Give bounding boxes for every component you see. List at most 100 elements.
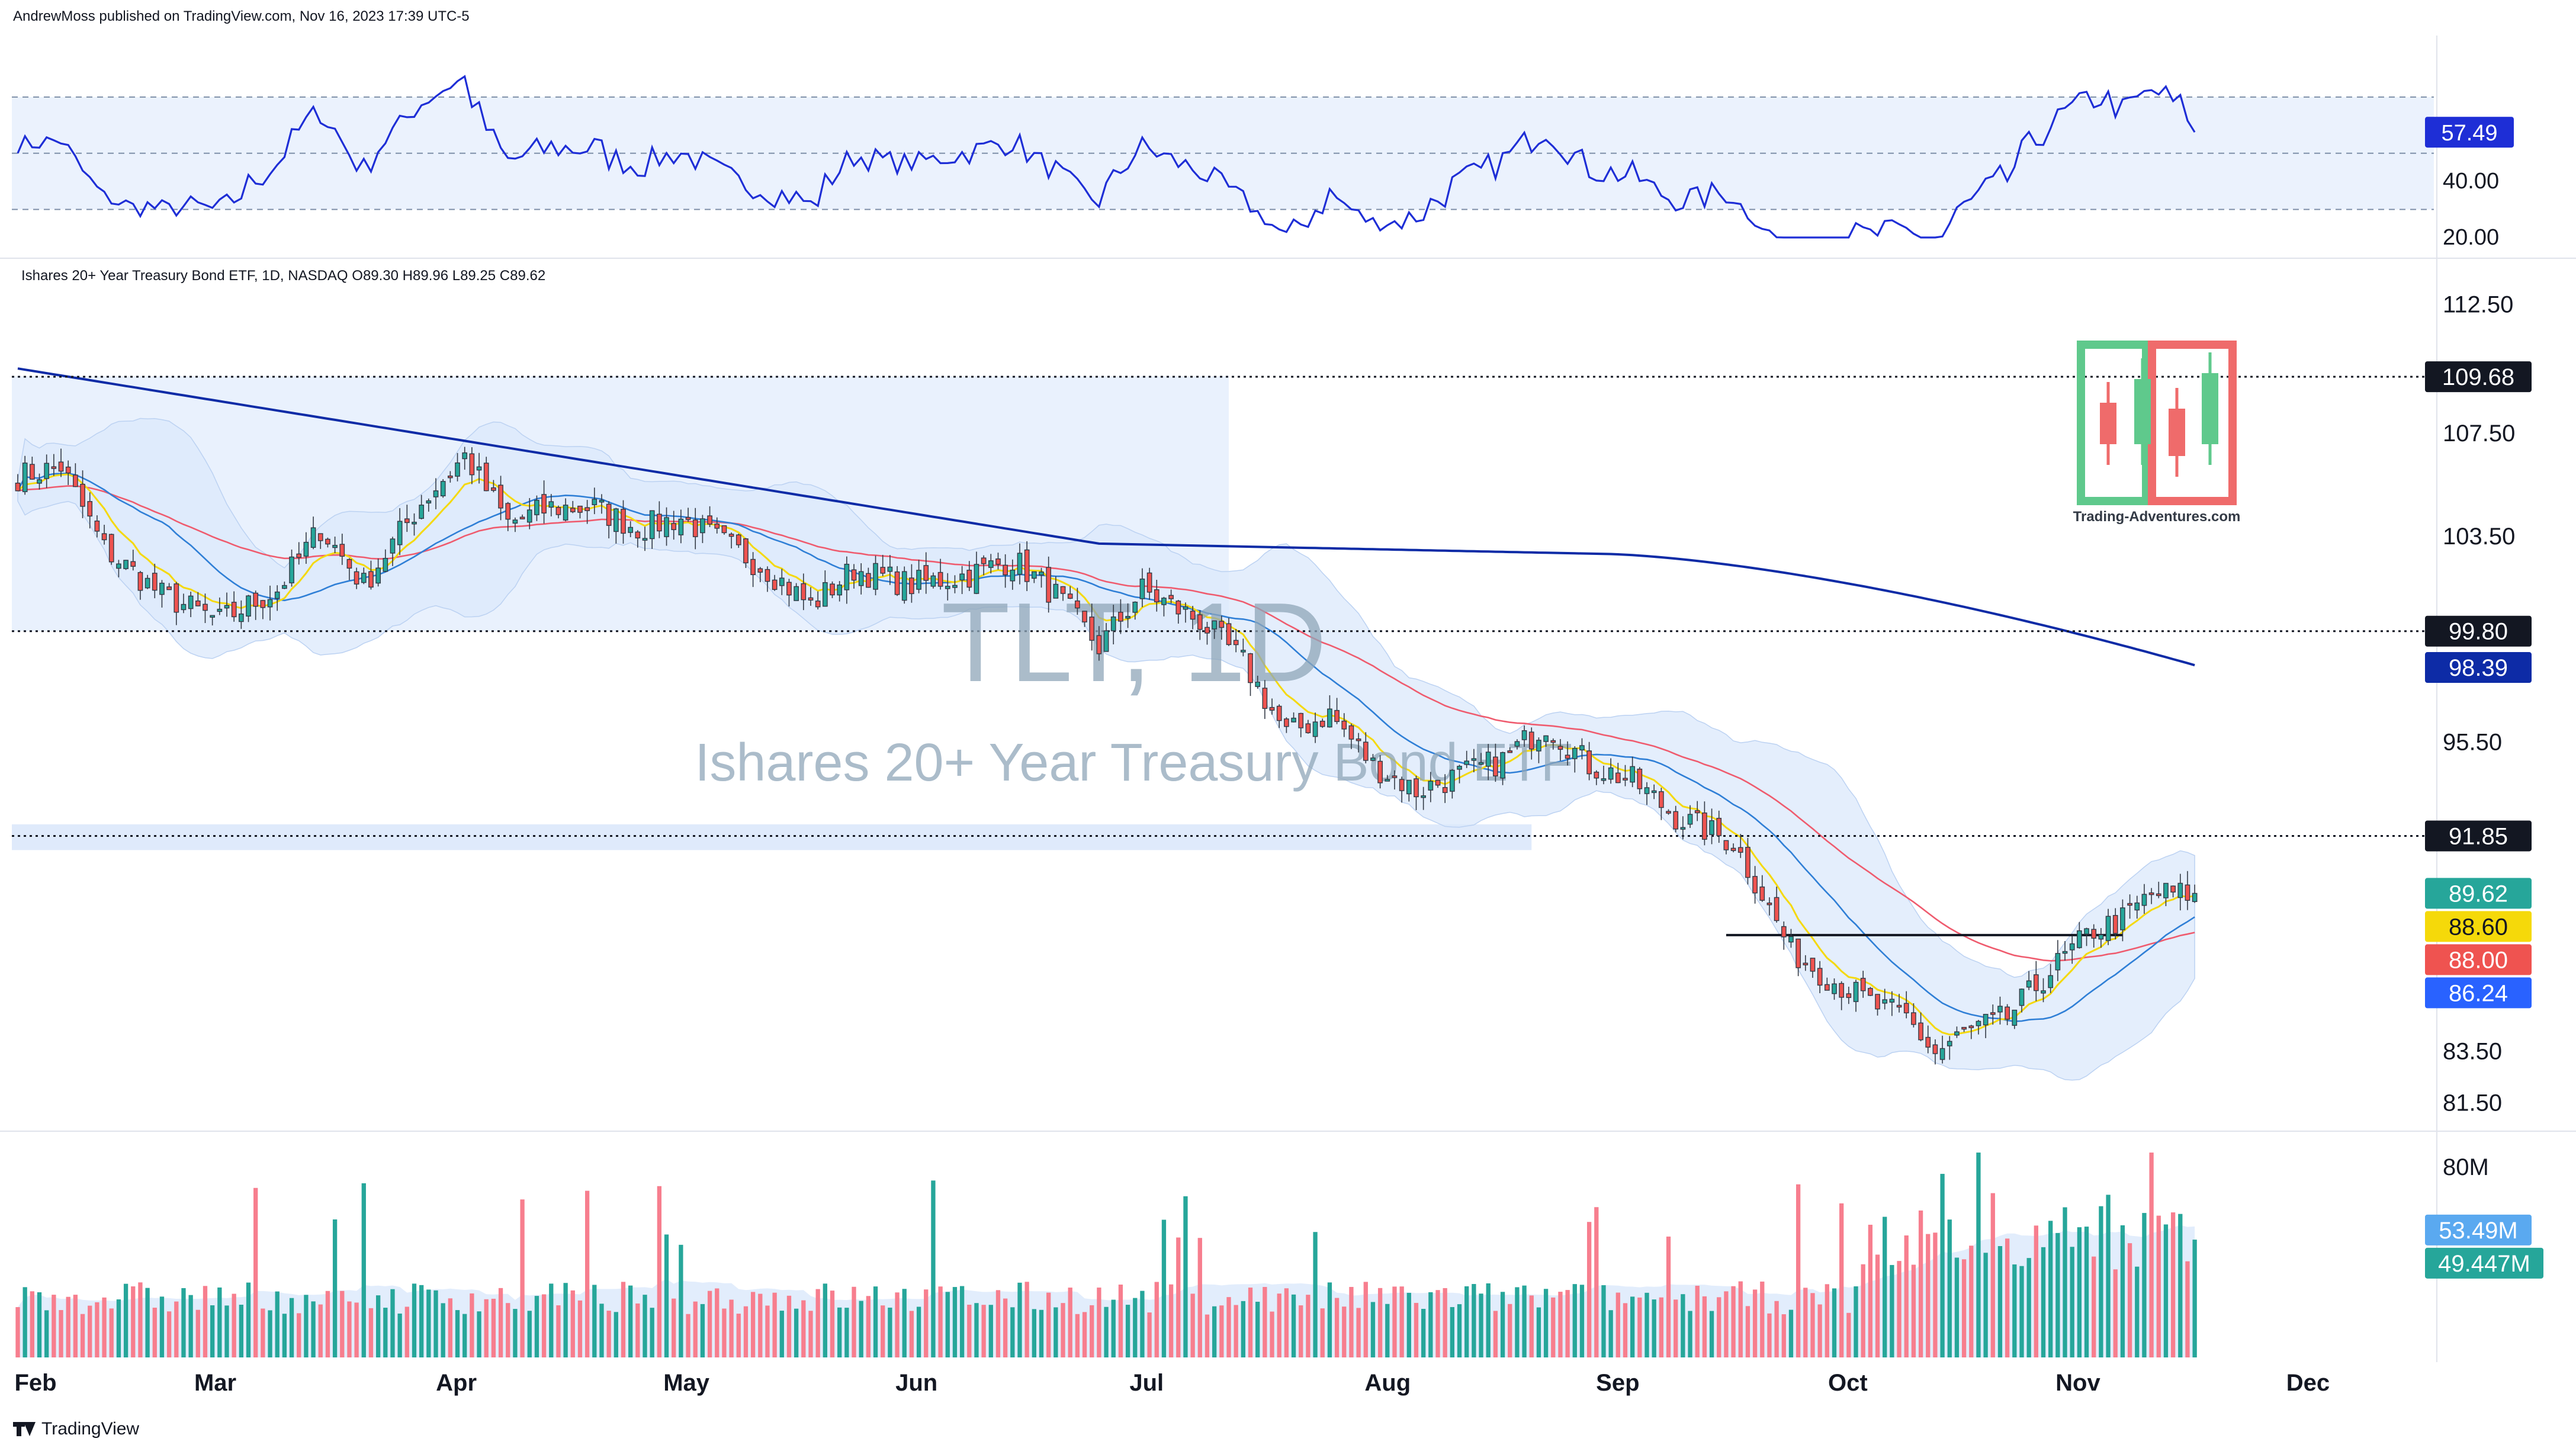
candle-body (555, 506, 561, 515)
candle (844, 556, 850, 604)
candle (988, 554, 994, 574)
candle (757, 567, 763, 582)
volume-bar (786, 1295, 792, 1357)
candle (2192, 884, 2198, 903)
volume-bar (729, 1299, 734, 1357)
candle-body (628, 527, 634, 533)
candle (1262, 680, 1268, 719)
candle-body (887, 566, 893, 572)
candle-body (1557, 746, 1563, 750)
candle (837, 581, 843, 602)
candle (1060, 586, 1066, 601)
candle (1947, 1036, 1952, 1060)
level-badge-label: 99.80 (2449, 619, 2508, 645)
candle (779, 569, 785, 595)
candle (1651, 784, 1657, 800)
candle-body (2134, 902, 2140, 911)
candle (462, 447, 468, 470)
candle-body (1341, 720, 1347, 730)
candle (519, 514, 525, 519)
volume-bar (1623, 1303, 1628, 1357)
candle-body (621, 509, 626, 534)
candle-body (613, 508, 619, 532)
candle (1500, 752, 1505, 785)
candle (880, 554, 886, 576)
candle-body (246, 595, 251, 617)
volume-bar (1926, 1234, 1931, 1357)
candle (1997, 996, 2003, 1025)
candle (1348, 723, 1354, 749)
candle (1226, 618, 1232, 646)
candle-body (1796, 938, 1801, 968)
candle-body (1168, 595, 1174, 599)
volume-bar (2084, 1227, 2089, 1357)
candle (1385, 775, 1390, 782)
candle-body (152, 573, 158, 591)
volume-bar (1565, 1290, 1570, 1357)
candle (260, 599, 266, 619)
candle (1154, 579, 1159, 612)
volume-bar (1846, 1312, 1851, 1357)
candle (433, 478, 439, 509)
candle-body (721, 525, 727, 534)
candle (1442, 774, 1448, 803)
candle (108, 534, 114, 565)
volume-bar (981, 1305, 986, 1357)
candle (2048, 964, 2054, 993)
volume-bar (2055, 1232, 2060, 1357)
volume-bar (1709, 1311, 1714, 1357)
volume-bar (116, 1299, 121, 1357)
candle-body (1377, 760, 1383, 784)
candle (1903, 991, 1909, 1019)
volume-bar (195, 1309, 200, 1357)
volume-bar (1263, 1287, 1267, 1357)
candle (1586, 741, 1592, 781)
candle-body (282, 585, 287, 589)
volume-bar (1601, 1285, 1606, 1357)
candle-body (577, 505, 583, 513)
volume-bar (895, 1292, 900, 1357)
candle-body (837, 585, 843, 596)
candle (2127, 894, 2132, 919)
candle-body (1464, 760, 1470, 765)
candle-body (541, 494, 547, 514)
volume-bar (159, 1296, 165, 1357)
volume-bar (131, 1286, 136, 1357)
month-tick-jun: Jun (895, 1370, 937, 1396)
candle (1803, 955, 1809, 971)
candle (815, 591, 821, 609)
volume-bar (2135, 1266, 2140, 1357)
candle-body (1183, 606, 1189, 610)
candle-body (195, 600, 201, 606)
candle-body (916, 570, 921, 590)
candle-body (1255, 681, 1261, 687)
candle-body (1889, 999, 1895, 1003)
candle-body (649, 510, 655, 540)
tradingview-footer[interactable]: TradingView (13, 1419, 139, 1439)
candle-body (584, 507, 590, 511)
volume-bar (311, 1301, 316, 1357)
volume-bar (1140, 1291, 1145, 1357)
candle (1637, 767, 1643, 795)
candle (37, 473, 42, 490)
candle (116, 560, 121, 577)
candle-body (2192, 893, 2198, 903)
volume-bar (1313, 1232, 1318, 1357)
candle-body (1954, 1031, 1960, 1036)
candle (383, 549, 388, 572)
candle-body (1205, 627, 1210, 634)
rsi-tick-40: 40.00 (2443, 169, 2499, 194)
candle-body (880, 567, 886, 574)
level-badge (2425, 615, 2532, 647)
candle-body (642, 538, 648, 541)
candle (866, 567, 871, 588)
volume-bar (138, 1282, 143, 1357)
volume-bar (664, 1234, 669, 1357)
candle-body (678, 518, 684, 535)
candle-body (692, 519, 698, 537)
candle (1911, 1003, 1916, 1028)
volume-bar (1681, 1294, 1685, 1357)
candle (1932, 1039, 1938, 1065)
volume-bar (1472, 1284, 1476, 1357)
candle-body (1947, 1041, 1952, 1046)
